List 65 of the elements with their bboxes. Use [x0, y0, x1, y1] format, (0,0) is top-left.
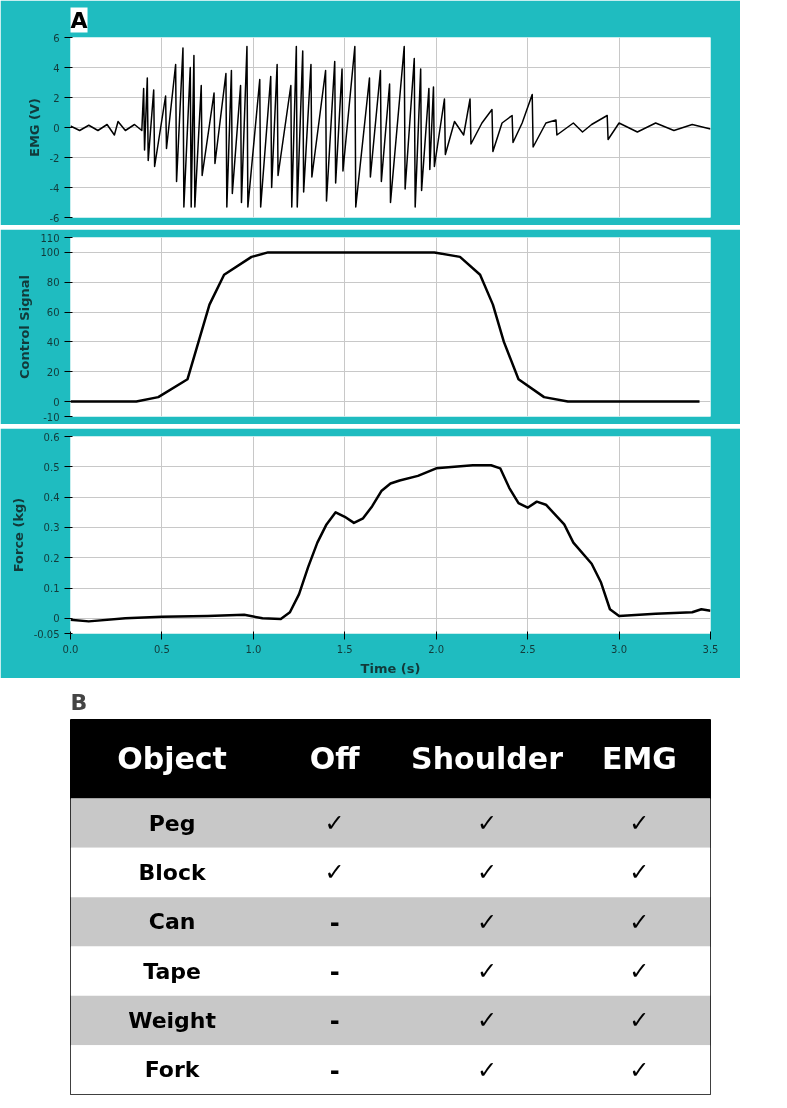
y-tick-label: 0.5 [43, 461, 60, 473]
chart-title: A [70, 7, 88, 33]
y-tick-label: 0.3 [43, 522, 60, 534]
text: ✓ [476, 1006, 498, 1035]
category-label: EMG [601, 741, 677, 777]
text: ✓ [476, 957, 498, 986]
text: ✓ [324, 858, 345, 887]
text: - [329, 1007, 340, 1036]
text: ✓ [476, 1055, 498, 1084]
y-tick-label: -4 [49, 182, 60, 194]
y-tick-label: 0.2 [43, 552, 60, 564]
x-tick-label: 3.0 [611, 643, 628, 655]
text: ✓ [629, 957, 650, 986]
y-tick-label: 0 [53, 122, 60, 134]
y-tick-label: -0.05 [33, 628, 60, 640]
x-tick-label: 1.0 [245, 643, 262, 655]
category-label: Fork [144, 1057, 200, 1083]
x-tick-label: 3.5 [702, 643, 719, 655]
y-axis-title: EMG (V) [26, 98, 42, 157]
y-axis-title: Control Signal [17, 275, 33, 379]
x-axis-title: Time (s) [360, 660, 421, 676]
text: ✓ [629, 858, 650, 887]
y-tick-label: -10 [43, 411, 60, 423]
y-axis-title: Force (kg) [10, 497, 26, 573]
y-tick-label: 0.1 [43, 583, 60, 595]
y-tick-label: -2 [49, 152, 60, 164]
category-label: Object [117, 741, 227, 777]
text: ✓ [476, 858, 498, 887]
category-label: Shoulder [411, 741, 564, 777]
category-label: Off [309, 741, 361, 777]
text: - [329, 908, 340, 937]
text: B [70, 689, 88, 715]
y-tick-label: 0 [53, 613, 60, 625]
category-label: Can [148, 909, 196, 935]
y-tick-label: 2 [53, 92, 60, 104]
y-tick-label: 100 [40, 247, 60, 259]
category-label: Peg [148, 810, 196, 836]
y-tick-label: 40 [46, 336, 60, 348]
text: - [329, 1056, 340, 1085]
text: ✓ [629, 907, 650, 936]
x-tick-label: 2.0 [428, 643, 445, 655]
category-label: Weight [128, 1007, 217, 1033]
text: ✓ [324, 809, 345, 838]
category-label: Tape [143, 958, 201, 984]
category-label: Block [138, 859, 206, 885]
x-tick-label: 2.5 [519, 643, 536, 655]
y-tick-label: 0 [53, 396, 60, 408]
text: - [329, 958, 340, 987]
text: ✓ [476, 907, 498, 936]
text: ✓ [476, 809, 498, 838]
y-tick-label: 20 [46, 366, 60, 378]
x-tick-label: 0.5 [153, 643, 170, 655]
y-tick-label: -6 [49, 212, 60, 224]
text: ✓ [629, 809, 650, 838]
y-tick-label: 80 [46, 277, 60, 289]
y-tick-label: 0.4 [43, 492, 60, 504]
x-tick-label: 0.0 [62, 643, 79, 655]
text: ✓ [629, 1055, 650, 1084]
y-tick-label: 6 [53, 32, 60, 44]
x-tick-label: 1.5 [336, 643, 353, 655]
y-tick-label: 60 [46, 307, 60, 319]
y-tick-label: 110 [40, 232, 60, 244]
text: ✓ [629, 1006, 650, 1035]
y-tick-label: 4 [53, 62, 60, 74]
y-tick-label: 0.6 [43, 431, 60, 443]
